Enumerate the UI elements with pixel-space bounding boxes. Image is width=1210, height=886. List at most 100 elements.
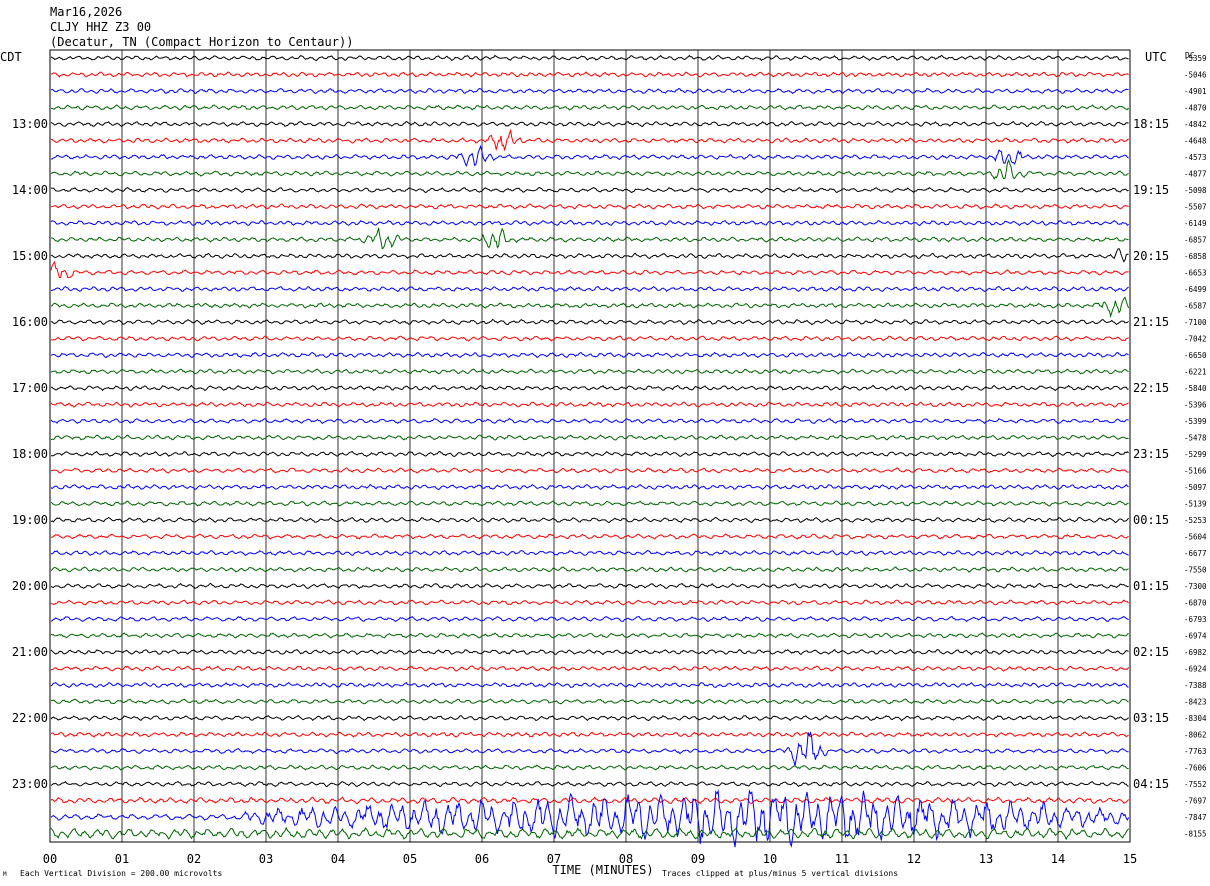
x-tick-label: 05 bbox=[403, 852, 417, 866]
trace-line bbox=[50, 120, 1129, 128]
trace-line bbox=[50, 599, 1129, 606]
trace-line bbox=[50, 203, 1129, 210]
x-tick-label: 01 bbox=[115, 852, 129, 866]
utc-hour-label: 04:15 bbox=[1133, 777, 1169, 791]
plot-frame bbox=[49, 49, 1131, 843]
trace-line bbox=[50, 516, 1129, 524]
trace-line bbox=[50, 826, 1129, 841]
x-tick-label: 07 bbox=[547, 852, 561, 866]
dc-offset-label: -7042 bbox=[1184, 335, 1207, 344]
location-label: (Decatur, TN (Compact Horizon to Centaur… bbox=[50, 35, 354, 49]
trace-line bbox=[51, 467, 1129, 474]
dc-offset-label: -7388 bbox=[1184, 681, 1207, 690]
x-axis-title: TIME (MINUTES) bbox=[552, 863, 653, 877]
station-label: CLJY HHZ Z3 00 bbox=[50, 20, 152, 34]
dc-offset-label: -8304 bbox=[1184, 714, 1207, 723]
trace-line bbox=[50, 71, 1129, 78]
cdt-hour-label: 18:00 bbox=[12, 447, 48, 461]
dc-offset-label: -7550 bbox=[1184, 566, 1207, 575]
trace-line bbox=[50, 731, 1129, 738]
dc-offset-label: -5097 bbox=[1184, 483, 1207, 492]
cdt-hour-label: 13:00 bbox=[12, 117, 48, 131]
trace-line bbox=[50, 681, 1129, 689]
x-tick-label: 00 bbox=[43, 852, 57, 866]
trace-line bbox=[50, 780, 1129, 788]
trace-line bbox=[50, 714, 1129, 722]
trace-line bbox=[50, 566, 1129, 573]
x-tick-label: 02 bbox=[187, 852, 201, 866]
trace-line bbox=[50, 384, 1129, 392]
x-tick-label: 03 bbox=[259, 852, 273, 866]
trace-line bbox=[50, 88, 1129, 95]
footer-mark: M bbox=[3, 871, 7, 878]
cdt-hour-label: 22:00 bbox=[12, 711, 48, 725]
trace-line bbox=[50, 582, 1129, 590]
trace-line bbox=[50, 335, 1129, 342]
dc-offset-label: -7552 bbox=[1184, 780, 1207, 789]
dc-offset-label: -5478 bbox=[1184, 434, 1207, 443]
trace-line bbox=[50, 351, 1129, 359]
dc-offset-label: -8062 bbox=[1184, 731, 1207, 740]
dc-offset-label: -5507 bbox=[1184, 203, 1207, 212]
trace-line bbox=[50, 401, 1129, 408]
dc-offset-label: -4573 bbox=[1184, 153, 1207, 162]
trace-line bbox=[50, 434, 1129, 441]
dc-offset-label: -8423 bbox=[1184, 698, 1207, 707]
trace-line bbox=[51, 698, 1129, 705]
dc-offset-label: -6499 bbox=[1184, 285, 1207, 294]
dc-offset-label: -6650 bbox=[1184, 351, 1207, 360]
trace-line bbox=[50, 417, 1129, 425]
cdt-hour-label: 19:00 bbox=[12, 513, 48, 527]
dc-offset-label: -6857 bbox=[1184, 236, 1207, 245]
dc-offset-label: -5098 bbox=[1184, 186, 1207, 195]
utc-hour-label: 21:15 bbox=[1133, 315, 1169, 329]
x-tick-label: 14 bbox=[1051, 852, 1065, 866]
trace-line bbox=[50, 483, 1129, 491]
trace-line bbox=[50, 227, 1129, 250]
x-tick-label: 15 bbox=[1123, 852, 1137, 866]
trace-line bbox=[50, 186, 1129, 194]
cdt-hour-label: 23:00 bbox=[12, 777, 48, 791]
dc-offset-label: -5840 bbox=[1184, 384, 1207, 393]
dc-offset-label: -5166 bbox=[1184, 467, 1207, 476]
trace-line bbox=[50, 219, 1129, 227]
dc-offset-label: -5299 bbox=[1184, 450, 1207, 459]
trace-line bbox=[50, 500, 1129, 507]
x-tick-label: 10 bbox=[763, 852, 777, 866]
utc-hour-label: 00:15 bbox=[1133, 513, 1169, 527]
dc-label: DC bbox=[1185, 51, 1195, 60]
dc-offset-label: -6858 bbox=[1184, 252, 1207, 261]
scale-note: Each Vertical Division = 200.00 microvol… bbox=[20, 869, 222, 878]
dc-offset-label: -5399 bbox=[1184, 417, 1207, 426]
trace-line bbox=[50, 615, 1129, 623]
x-tick-label: 11 bbox=[835, 852, 849, 866]
dc-offset-label: -6870 bbox=[1184, 599, 1207, 608]
cdt-axis-title: CDT bbox=[0, 50, 22, 64]
trace-line bbox=[50, 665, 1130, 672]
cdt-hour-label: 14:00 bbox=[12, 183, 48, 197]
trace-line bbox=[50, 260, 1129, 279]
x-tick-label: 04 bbox=[331, 852, 345, 866]
dc-offset-label: -6653 bbox=[1184, 269, 1207, 278]
dc-offset-label: -4877 bbox=[1184, 170, 1207, 179]
dc-offset-label: -7763 bbox=[1184, 747, 1207, 756]
cdt-hour-label: 20:00 bbox=[12, 579, 48, 593]
trace-line bbox=[50, 144, 1129, 168]
trace-line bbox=[50, 450, 1129, 458]
dc-offset-label: -6793 bbox=[1184, 615, 1207, 624]
cdt-hour-label: 21:00 bbox=[12, 645, 48, 659]
dc-offset-label: -4901 bbox=[1184, 87, 1207, 96]
dc-offset-label: -7300 bbox=[1184, 582, 1207, 591]
dc-offset-label: -7606 bbox=[1184, 764, 1207, 773]
dc-offset-label: -6982 bbox=[1184, 648, 1207, 657]
dc-offset-label: -4842 bbox=[1184, 120, 1207, 129]
utc-hour-label: 19:15 bbox=[1133, 183, 1169, 197]
dc-offset-label: -6677 bbox=[1184, 549, 1207, 558]
utc-hour-label: 01:15 bbox=[1133, 579, 1169, 593]
clip-note: Traces clipped at plus/minus 5 vertical … bbox=[662, 869, 898, 878]
dc-offset-label: -5253 bbox=[1184, 516, 1207, 525]
dc-offset-label: -7697 bbox=[1184, 797, 1207, 806]
dc-offset-label: -4648 bbox=[1184, 137, 1207, 146]
utc-hour-label: 23:15 bbox=[1133, 447, 1169, 461]
